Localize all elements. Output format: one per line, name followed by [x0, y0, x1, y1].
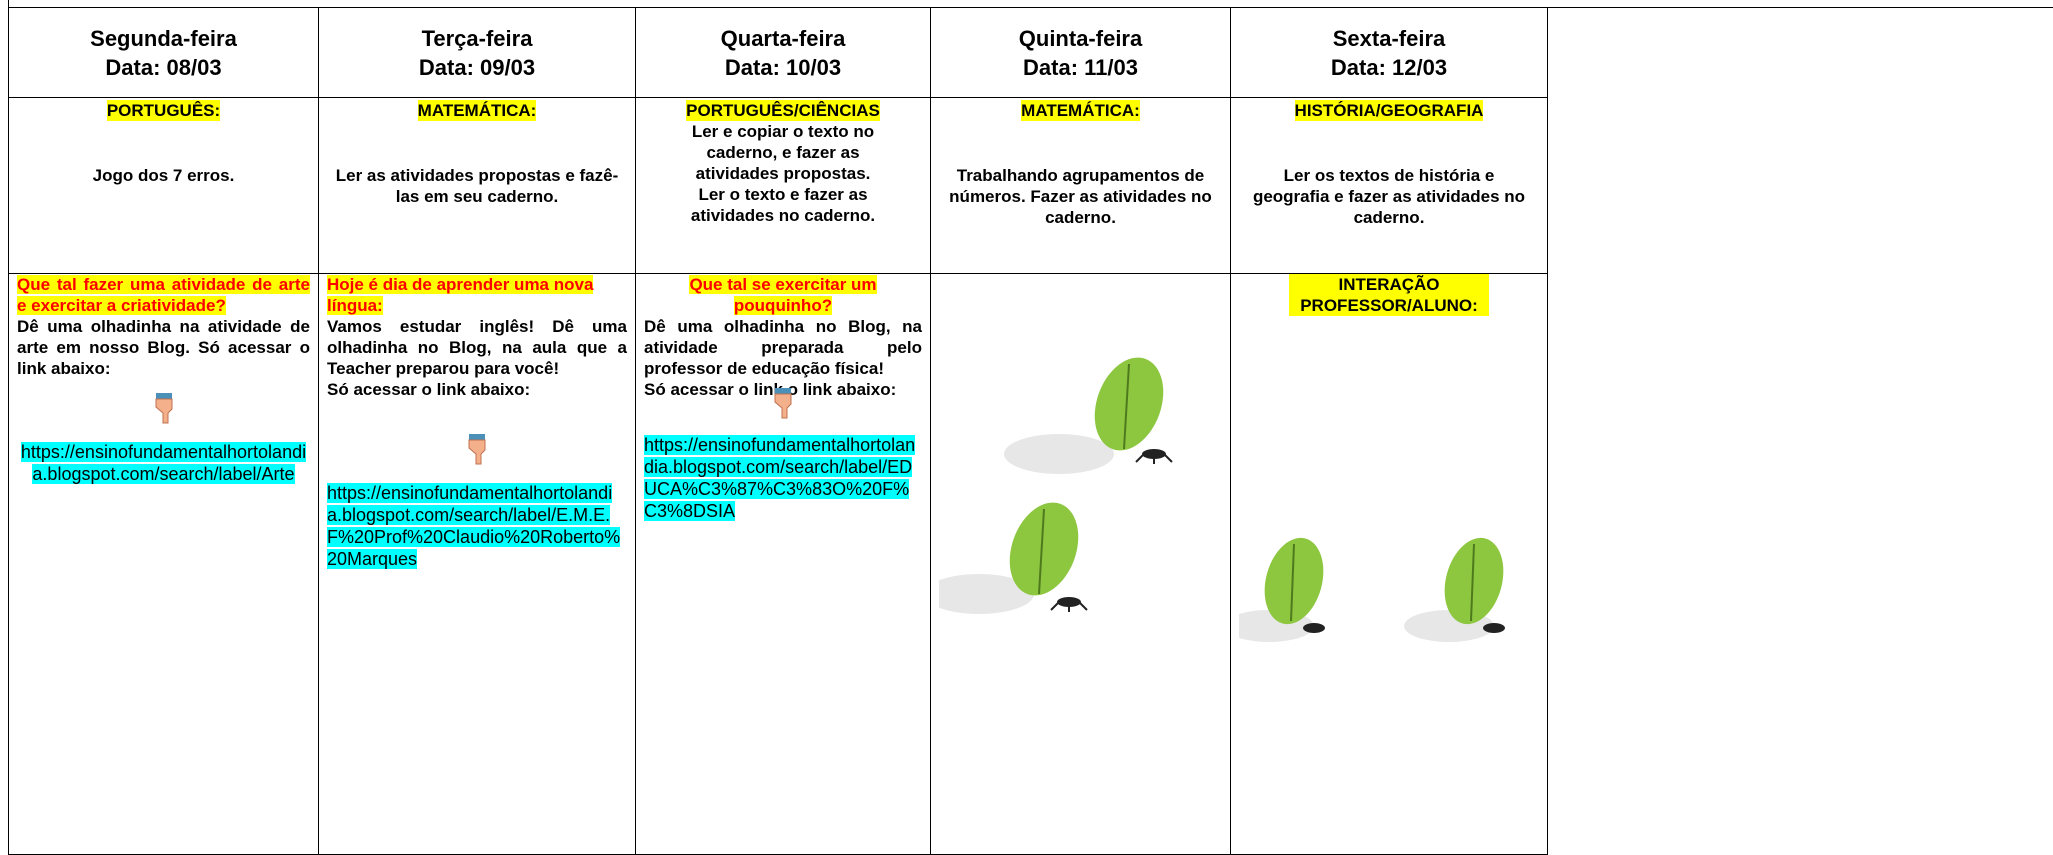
day: Quinta-feira [1018, 25, 1143, 51]
day: Terça-feira [421, 25, 533, 51]
activity-cell: INTERAÇÃO PROFESSOR/ALUNO: [1224, 273, 1548, 855]
link[interactable]: https://ensinofundamentalhortolandia.blo… [20, 442, 307, 484]
ant-illustration [924, 357, 1173, 614]
ant-illustration [1224, 537, 1505, 642]
activity-text: Vamos estudar inglês! Dê uma olhadinha n… [327, 317, 627, 378]
subject: MATEMÁTICA: [417, 100, 537, 121]
task: Ler os textos de história e geografia e … [1252, 166, 1526, 227]
header-cell: Sexta-feira Data: 12/03 [1230, 7, 1548, 98]
activity-cell: Que tal se exercitar um pouquinho? Dê um… [635, 273, 931, 855]
subject: HISTÓRIA/GEOGRAFIA [1294, 100, 1484, 121]
header-cell: Segunda-feira Data: 08/03 [8, 7, 319, 98]
task: Ler o texto e fazer as atividades no cad… [690, 185, 876, 225]
header-row: Segunda-feira Data: 08/03 Terça-feira Data… [8, 7, 1548, 98]
activity-title-wrap: Hoje é dia de aprender uma nova língua: [327, 274, 627, 316]
subject: MATEMÁTICA: [1021, 100, 1140, 121]
date: Data: 10/03 [724, 54, 842, 80]
activity-cell: Hoje é dia de aprender uma nova língua: … [318, 273, 636, 855]
pointing-hand-icon [155, 393, 172, 424]
subject-cell: PORTUGUÊS/CIÊNCIAS Ler e copiar o texto n… [635, 97, 931, 274]
subject: PORTUGUÊS: [106, 100, 221, 121]
activity-title: Que tal fazer uma atividade de arte e ex… [17, 275, 310, 315]
day: Sexta-feira [1332, 25, 1446, 51]
date: Data: 11/03 [1023, 54, 1138, 80]
activity-title: Que tal se exercitar um pouquinho? [689, 275, 877, 315]
activity-cell: Que tal fazer uma atividade de arte e ex… [8, 273, 319, 855]
activity-title: INTERAÇÃO PROFESSOR/ALUNO: [1289, 274, 1489, 316]
activity-text: Só acessar o link o link abaixo: [644, 380, 897, 399]
subject-cell: MATEMÁTICA: Ler as atividades propostas e… [318, 97, 636, 274]
activity-text: Dê uma olhadinha na atividade de arte em… [17, 317, 310, 378]
date: Data: 08/03 [105, 54, 222, 80]
subject-cell: PORTUGUÊS: Jogo dos 7 erros. [8, 97, 319, 274]
task: Jogo dos 7 erros. [92, 166, 235, 185]
pointing-hand-icon [774, 388, 792, 419]
activity-row: Que tal fazer uma atividade de arte e ex… [8, 273, 1548, 855]
header-cell: Terça-feira Data: 09/03 [318, 7, 636, 98]
activity-title-wrap: Que tal fazer uma atividade de arte e ex… [17, 274, 310, 316]
activity-text: Dê uma olhadinha no Blog, na atividade p… [644, 317, 922, 378]
task: Trabalhando agrupamentos de números. Faz… [949, 166, 1212, 227]
activity-title: Hoje é dia de aprender uma nova língua: [327, 275, 594, 315]
date: Data: 09/03 [418, 54, 536, 80]
subject-row: PORTUGUÊS: Jogo dos 7 erros. MATEMÁTICA: L… [8, 97, 1548, 274]
subject: PORTUGUÊS/CIÊNCIAS [686, 100, 880, 121]
task: Ler as atividades propostas e fazê-las e… [335, 166, 619, 206]
subject-cell: MATEMÁTICA: Trabalhando agrupamentos de n… [930, 97, 1231, 274]
header-cell: Quinta-feira Data: 11/03 [930, 7, 1231, 98]
task: Ler e copiar o texto no caderno, e fazer… [691, 122, 875, 183]
activity-cell [924, 273, 1231, 855]
activity-text: Só acessar o link abaixo: [327, 380, 531, 399]
schedule-table: Segunda-feira Data: 08/03 Terça-feira Data… [8, 7, 1548, 855]
activity-title-wrap: Que tal se exercitar um pouquinho? [644, 274, 922, 316]
subject-cell: HISTÓRIA/GEOGRAFIA Ler os textos de histó… [1230, 97, 1548, 274]
pointing-hand-icon [468, 434, 486, 465]
activity-title-wrap: INTERAÇÃO PROFESSOR/ALUNO: [1239, 274, 1539, 316]
day: Segunda-feira [90, 25, 237, 51]
date: Data: 12/03 [1330, 54, 1448, 80]
link[interactable]: https://ensinofundamentalhortolandia.blo… [327, 483, 621, 569]
day: Quarta-feira [720, 25, 846, 51]
header-cell: Quarta-feira Data: 10/03 [635, 7, 931, 98]
link[interactable]: https://ensinofundamentalhortolandia.blo… [644, 435, 916, 521]
